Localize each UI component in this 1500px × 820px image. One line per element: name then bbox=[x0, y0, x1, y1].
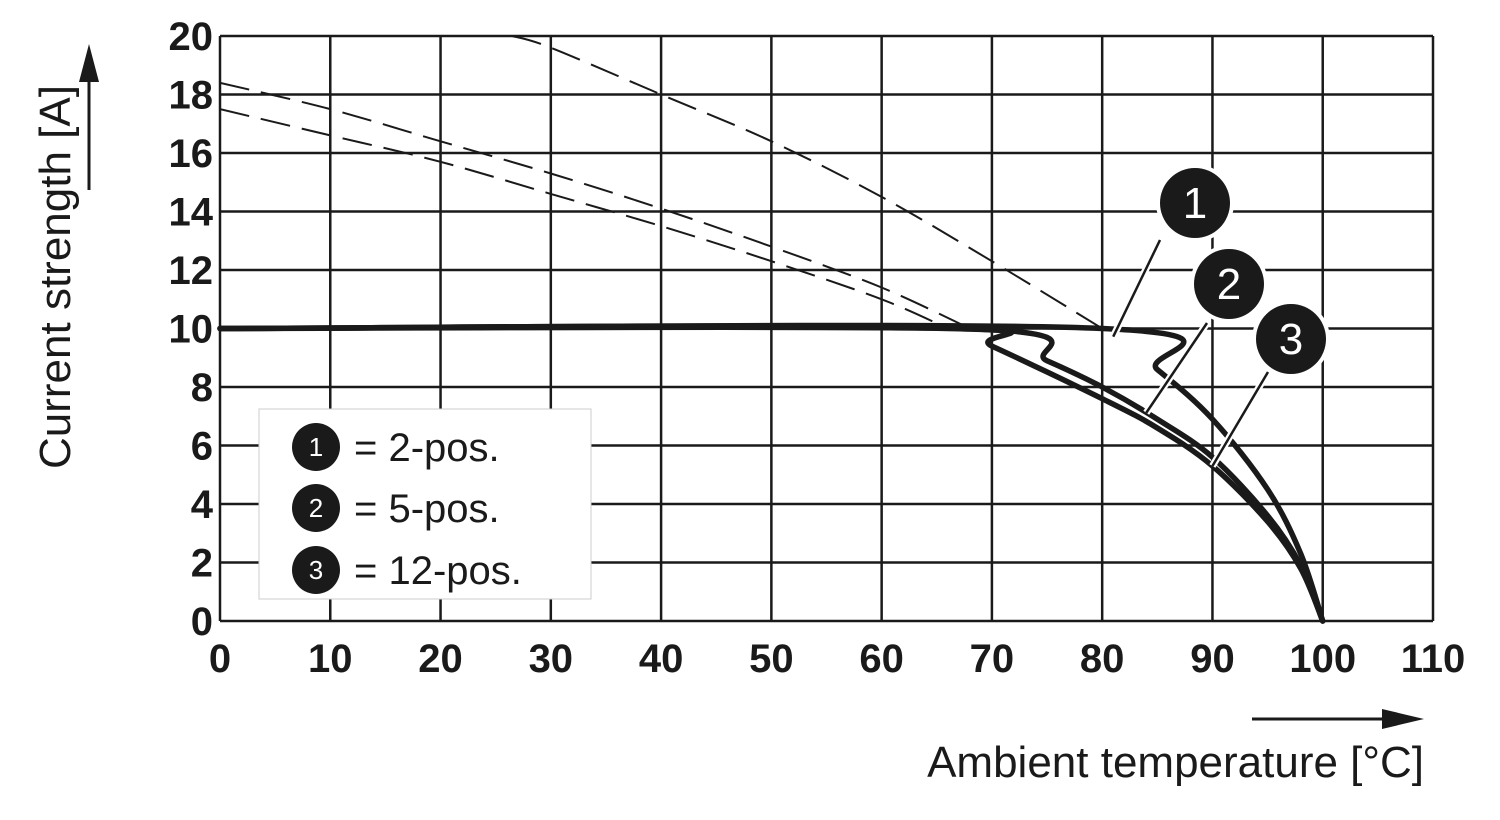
callout-leader-line bbox=[1145, 322, 1209, 414]
dashed-extension-line bbox=[220, 81, 971, 330]
x-axis-arrow-icon bbox=[1382, 709, 1424, 729]
tick-labels: 0 10 20 30 40 50 60 70 80 90 100 110024681012141618… bbox=[169, 15, 1466, 681]
legend-label: = 5-pos. bbox=[354, 487, 500, 531]
callout-badge-icon bbox=[1256, 304, 1326, 374]
callout-leader-line bbox=[1112, 239, 1162, 338]
x-tick-label: 60 bbox=[859, 637, 904, 681]
x-tick-label: 70 bbox=[970, 637, 1015, 681]
x-tick-label: 40 bbox=[639, 637, 684, 681]
y-tick-label: 8 bbox=[191, 366, 213, 410]
y-tick-label: 20 bbox=[169, 15, 214, 59]
legend-badge-number: 3 bbox=[309, 555, 323, 585]
y-axis-title-group: Current strength [A] bbox=[31, 44, 99, 469]
y-tick-label: 4 bbox=[191, 483, 214, 527]
x-tick-label: 80 bbox=[1080, 637, 1125, 681]
legend-badge-icon bbox=[292, 484, 340, 532]
y-tick-label: 12 bbox=[169, 249, 214, 293]
series-line bbox=[217, 324, 1326, 624]
dashed-extension-line bbox=[220, 108, 949, 330]
legend-item: 1 = 2-pos. bbox=[292, 423, 500, 471]
x-tick-label: 30 bbox=[529, 637, 574, 681]
legend-item: 2 = 5-pos. bbox=[292, 484, 500, 532]
y-axis-arrow-icon bbox=[79, 44, 99, 82]
legend-badge-number: 1 bbox=[309, 432, 323, 462]
x-tick-label: 50 bbox=[749, 637, 794, 681]
y-tick-label: 16 bbox=[169, 132, 214, 176]
callouts: 123 bbox=[1110, 164, 1330, 468]
callout-badge-number: 2 bbox=[1217, 260, 1241, 309]
series-lines bbox=[217, 322, 1326, 624]
callout-badge-icon bbox=[1194, 249, 1264, 319]
legend-badge-number: 2 bbox=[309, 493, 323, 523]
x-axis-title-group: Ambient temperature [°C] bbox=[927, 709, 1424, 787]
y-tick-label: 6 bbox=[191, 425, 213, 469]
y-tick-label: 14 bbox=[169, 191, 214, 235]
y-tick-label: 10 bbox=[169, 308, 214, 352]
x-tick-label: 0 bbox=[209, 637, 231, 681]
x-tick-label: 10 bbox=[308, 637, 353, 681]
x-tick-label: 20 bbox=[418, 637, 463, 681]
y-tick-label: 0 bbox=[191, 600, 213, 644]
legend-item: 3 = 12-pos. bbox=[292, 546, 522, 594]
x-tick-label: 110 bbox=[1401, 637, 1466, 681]
x-axis-title: Ambient temperature [°C] bbox=[927, 738, 1424, 787]
x-tick-label: 100 bbox=[1289, 637, 1356, 681]
legend-badge-icon bbox=[292, 423, 340, 471]
dashed-extension-line bbox=[511, 36, 1103, 330]
y-axis-title: Current strength [A] bbox=[31, 85, 80, 469]
callout-badge-number: 1 bbox=[1183, 179, 1207, 228]
legend-label: = 12-pos. bbox=[354, 549, 522, 593]
legend-badge-icon bbox=[292, 546, 340, 594]
legend-label: = 2-pos. bbox=[354, 426, 500, 470]
x-tick-label: 90 bbox=[1190, 637, 1235, 681]
callout-badge-number: 3 bbox=[1279, 315, 1303, 364]
callout-leader-line bbox=[1211, 371, 1270, 467]
y-tick-label: 2 bbox=[191, 542, 213, 586]
dashed-extensions bbox=[220, 36, 1103, 330]
callout-badge-icon bbox=[1160, 168, 1230, 238]
legend: 1 = 2-pos. 2 = 5-pos. 3 = 12-pos. bbox=[258, 408, 592, 600]
y-tick-label: 18 bbox=[169, 74, 214, 118]
